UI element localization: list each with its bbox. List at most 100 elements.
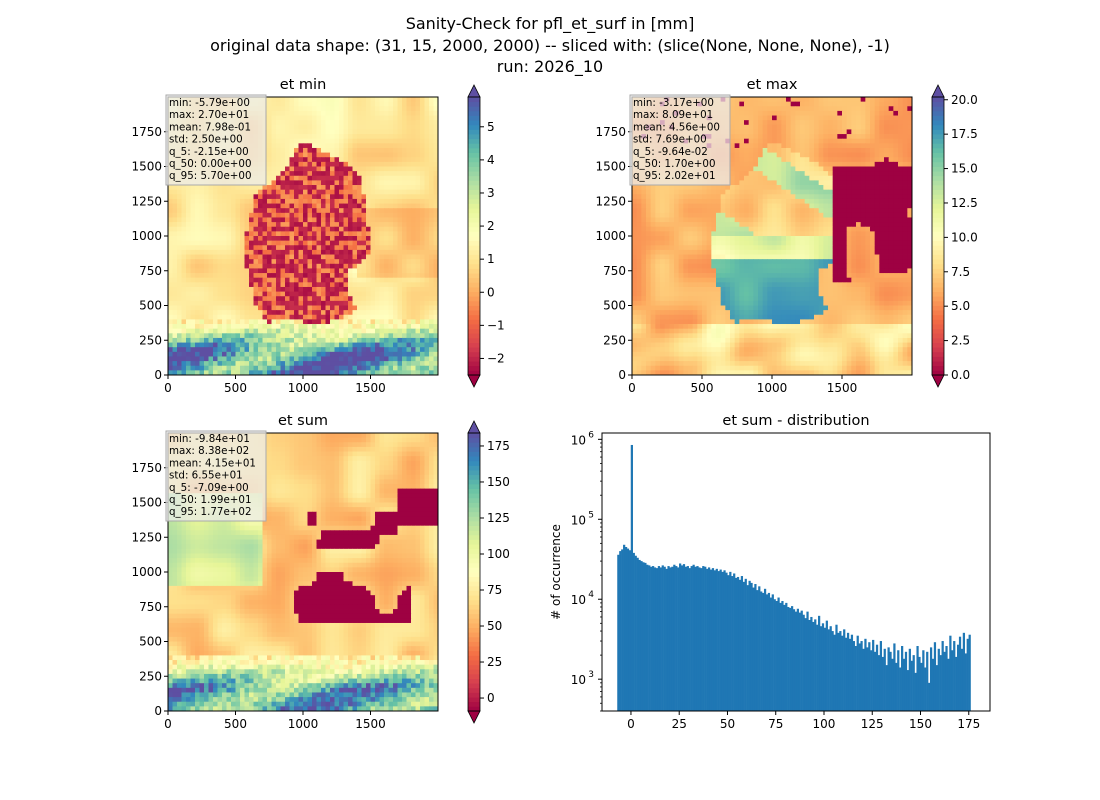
heatmap-cell bbox=[267, 175, 272, 181]
heatmap-cell bbox=[244, 333, 250, 339]
heatmap-cell bbox=[231, 268, 236, 274]
heatmap-cell bbox=[420, 286, 425, 292]
heatmap-cell bbox=[244, 208, 250, 214]
heatmap-cell bbox=[298, 161, 304, 167]
heatmap-cell bbox=[907, 106, 913, 112]
heatmap-cell bbox=[271, 143, 277, 149]
heatmap-cell bbox=[204, 347, 209, 353]
heatmap-cell bbox=[199, 185, 205, 191]
heatmap-cell bbox=[352, 337, 358, 343]
heatmap-cell bbox=[321, 305, 326, 311]
heatmap-cell bbox=[898, 115, 904, 121]
heatmap-cell bbox=[748, 189, 754, 195]
heatmap-cell bbox=[199, 217, 205, 223]
heatmap-cell bbox=[370, 175, 376, 181]
heatmap-cell bbox=[325, 222, 331, 228]
heatmap-cell bbox=[379, 356, 385, 362]
heatmap-cell bbox=[402, 351, 407, 357]
heatmap-cell bbox=[636, 194, 642, 200]
heatmap-cell bbox=[190, 370, 196, 376]
heatmap-cell bbox=[352, 101, 358, 107]
heatmap-cell bbox=[258, 347, 263, 353]
heatmap-cell bbox=[276, 328, 281, 334]
heatmap-cell bbox=[262, 286, 268, 292]
heatmap-cell bbox=[231, 212, 236, 218]
heatmap-cell bbox=[762, 106, 768, 112]
heatmap-cell bbox=[739, 120, 745, 126]
heatmap-cell bbox=[429, 166, 434, 172]
heatmap-cell bbox=[424, 310, 430, 316]
heatmap-cell bbox=[420, 361, 425, 367]
heatmap-cell bbox=[325, 245, 331, 251]
heatmap-cell bbox=[285, 277, 290, 283]
heatmap-cell bbox=[804, 106, 810, 112]
heatmap-cell bbox=[781, 185, 787, 191]
heatmap-cell bbox=[316, 101, 322, 107]
heatmap-cell bbox=[366, 273, 371, 279]
heatmap-cell bbox=[860, 152, 866, 158]
heatmap-cell bbox=[208, 286, 214, 292]
heatmap-cell bbox=[786, 106, 792, 112]
heatmap-cell bbox=[280, 115, 286, 121]
heatmap-cell bbox=[312, 300, 317, 306]
heatmap-cell bbox=[307, 152, 313, 158]
heatmap-cell bbox=[842, 143, 848, 149]
heatmap-cell bbox=[716, 189, 722, 195]
heatmap-cell bbox=[379, 217, 385, 223]
heatmap-cell bbox=[244, 203, 250, 209]
heatmap-cell bbox=[321, 277, 326, 283]
heatmap-cell bbox=[406, 217, 412, 223]
heatmap-cell bbox=[370, 342, 376, 348]
heatmap-cell bbox=[366, 217, 371, 223]
heatmap-cell bbox=[828, 143, 834, 149]
heatmap-cell bbox=[222, 351, 227, 357]
heatmap-cell bbox=[357, 115, 362, 121]
heatmap-cell bbox=[289, 231, 295, 237]
heatmap-cell bbox=[267, 236, 272, 242]
heatmap-cell bbox=[172, 347, 178, 353]
heatmap-cell bbox=[258, 351, 263, 357]
heatmap-cell bbox=[348, 319, 353, 325]
heatmap-cell bbox=[357, 286, 362, 292]
heatmap-cell bbox=[762, 157, 768, 163]
heatmap-cell bbox=[352, 185, 358, 191]
heatmap-cell bbox=[222, 198, 227, 204]
heatmap-cell bbox=[253, 291, 259, 297]
heatmap-cell bbox=[902, 166, 908, 172]
heatmap-cell bbox=[253, 212, 259, 218]
heatmap-cell bbox=[730, 180, 736, 186]
heatmap-cell bbox=[379, 310, 385, 316]
heatmap-cell bbox=[240, 286, 245, 292]
heatmap-cell bbox=[823, 161, 829, 167]
heatmap-cell bbox=[433, 171, 439, 177]
heatmap-cell bbox=[361, 161, 367, 167]
heatmap-cell bbox=[276, 157, 281, 163]
heatmap-cell bbox=[837, 120, 843, 126]
heatmap-cell bbox=[424, 101, 430, 107]
heatmap-cell bbox=[348, 124, 353, 130]
heatmap-cell bbox=[420, 198, 425, 204]
heatmap-cell bbox=[748, 97, 754, 103]
heatmap-cell bbox=[851, 106, 857, 112]
heatmap-cell bbox=[420, 166, 425, 172]
heatmap-cell bbox=[424, 319, 430, 325]
heatmap-cell bbox=[384, 254, 389, 260]
heatmap-cell bbox=[384, 185, 389, 191]
heatmap-cell bbox=[249, 226, 254, 232]
heatmap-cell bbox=[289, 161, 295, 167]
heatmap-cell bbox=[231, 310, 236, 316]
heatmap-cell bbox=[285, 268, 290, 274]
heatmap-cell bbox=[316, 259, 322, 265]
heatmap-cell bbox=[823, 106, 829, 112]
heatmap-cell bbox=[433, 259, 439, 265]
heatmap-cell bbox=[870, 101, 876, 107]
heatmap-cell bbox=[828, 115, 834, 121]
heatmap-cell bbox=[429, 203, 434, 209]
heatmap-cell bbox=[217, 254, 223, 260]
heatmap-cell bbox=[334, 194, 340, 200]
heatmap-cell bbox=[420, 134, 425, 140]
heatmap-cell bbox=[415, 110, 421, 116]
heatmap-cell bbox=[800, 152, 806, 158]
heatmap-cell bbox=[767, 161, 773, 167]
heatmap-cell bbox=[379, 361, 385, 367]
